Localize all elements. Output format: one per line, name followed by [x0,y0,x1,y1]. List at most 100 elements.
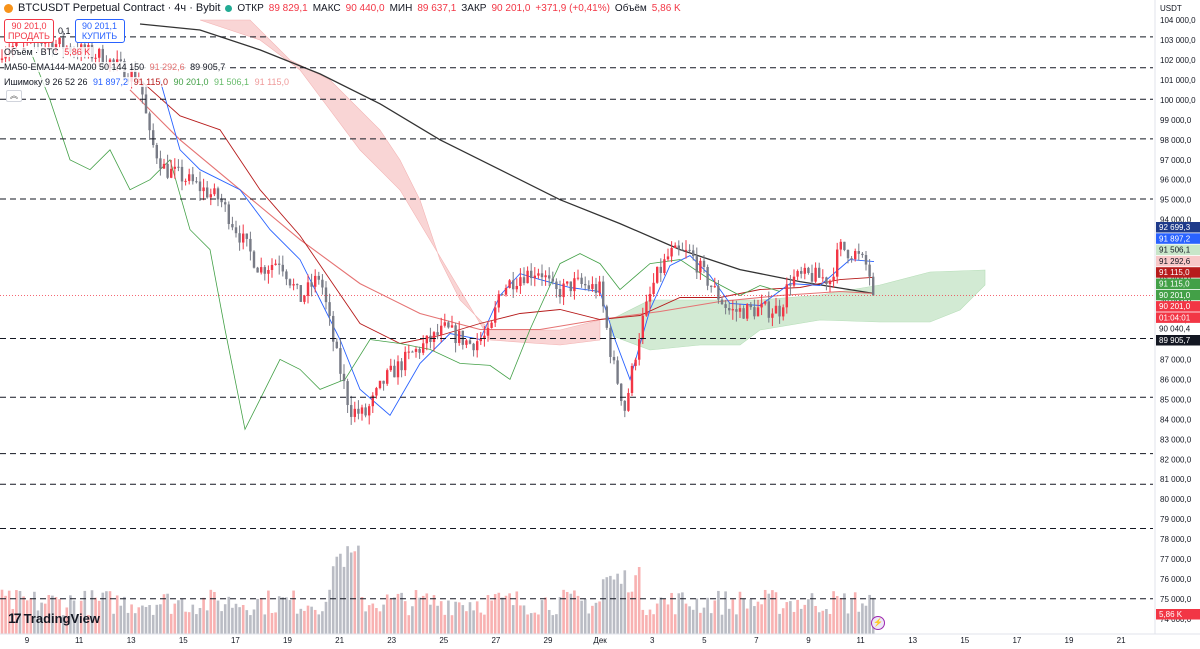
bitcoin-icon [4,3,13,13]
y-tick-label: 82 000,0 [1160,455,1192,464]
candle [231,216,234,231]
candle [180,159,184,191]
volume-bar [796,599,799,634]
x-tick-label: 17 [231,636,240,645]
y-tick-label: 103 000,0 [1160,36,1196,45]
volume-bar [396,593,400,634]
volume-bar [738,591,742,634]
flash-icon[interactable]: ⚡ [871,616,885,630]
volume-bar [169,613,173,634]
candle [184,178,187,186]
candle [382,380,385,391]
volume-bar [310,606,313,634]
candle-body [872,276,875,296]
volume-bar [508,593,511,634]
candle-body [389,365,392,371]
candle-body [540,273,544,278]
volume-bar [15,590,18,634]
y-tick-label: 84 000,0 [1160,415,1192,424]
candle-body [368,406,371,416]
candle-body [468,340,472,344]
lagging-span-line [29,49,781,431]
x-tick-label: 11 [75,636,84,645]
volume-bar [763,589,767,634]
candle-body [666,256,670,260]
y-tick-label: 95 000,0 [1160,196,1192,205]
volume-bar [580,600,583,634]
volume-bar [753,606,756,634]
collapse-legend-button[interactable]: ︽ [6,90,22,102]
sell-button[interactable]: 90 201,0 ПРОДАТЬ [4,19,54,43]
tradingview-logo[interactable]: 17 TradingView [8,610,100,626]
candle [270,258,274,278]
candle-body [188,174,191,181]
candle-body [382,380,385,384]
ichimoku-value-5: 91 115,0 [254,77,289,87]
candle-body [342,373,346,382]
candle [810,264,814,285]
price-tag-label: 91 115,0 [1159,268,1190,277]
volume-bar [814,605,817,634]
symbol-title[interactable]: BTCUSDT Perpetual Contract · 4ч · Bybit [18,2,221,14]
volume-bar [195,614,198,634]
indicator-lines [29,23,875,431]
y-tick-label: 83 000,0 [1160,435,1192,444]
candle [764,300,767,306]
price-tag-label: 92 699,3 [1159,223,1191,232]
candle [292,278,295,291]
price-tag [1156,301,1200,312]
candle [818,262,821,278]
candle-body [407,351,410,353]
candle-body [663,259,666,273]
volume-indicator-legend[interactable]: Объём · BTC 5,86 K [4,47,94,57]
candle-body [828,280,832,285]
volume-bar [745,608,749,634]
volume-bar [11,608,15,634]
price-tag [1156,267,1200,278]
buy-button[interactable]: 90 201,1 КУПИТЬ [74,19,125,43]
time-axis: 9 11 13 15 17 19 21 23 25 27 29 Дек 3 5 7 9 11 13 15 17 19 21 [0,633,1200,645]
volume-bar [533,612,537,634]
volume-bar [177,600,180,634]
price-tag-label: 91 506,1 [1159,246,1191,255]
ma-indicator-legend[interactable]: MA50-EMA144-MA200 50 144 150 91 292,6 89… [4,62,229,72]
sell-price: 90 201,0 [11,21,47,31]
candle [638,333,641,366]
y-tick-label: 78 000,0 [1160,535,1192,544]
candle [418,346,421,359]
candle-body [440,325,443,335]
price-tag [1156,289,1200,301]
volume-bar [126,612,130,634]
candle-body [296,284,299,286]
candle [486,320,490,342]
volume-bar [454,601,457,634]
volume-bar [22,596,25,634]
candle [832,267,835,288]
candle-body [782,307,785,317]
candle [483,326,486,347]
candle [414,346,418,358]
ichimoku-indicator-legend[interactable]: Ишимоку 9 26 52 26 91 897,2 91 115,0 90 … [4,77,292,87]
candle [155,142,158,164]
candle [216,186,220,207]
candle-body [202,187,205,192]
candle [371,392,374,414]
candle-body [177,166,180,168]
candle-body [630,365,634,393]
volume-bar [364,611,367,634]
candle-body [386,370,389,384]
volume-bar [619,583,623,634]
candle [170,159,173,179]
volume-bar [133,613,137,634]
candle-body [40,42,43,44]
volume-bar [475,601,479,634]
volume-bar [216,600,220,634]
candle-body [44,42,47,44]
volume-bar [688,606,691,634]
candle-body [346,381,349,406]
volume-bar [353,551,357,634]
candle [555,278,558,298]
volume-bar [709,613,713,634]
candle-body [242,233,245,243]
